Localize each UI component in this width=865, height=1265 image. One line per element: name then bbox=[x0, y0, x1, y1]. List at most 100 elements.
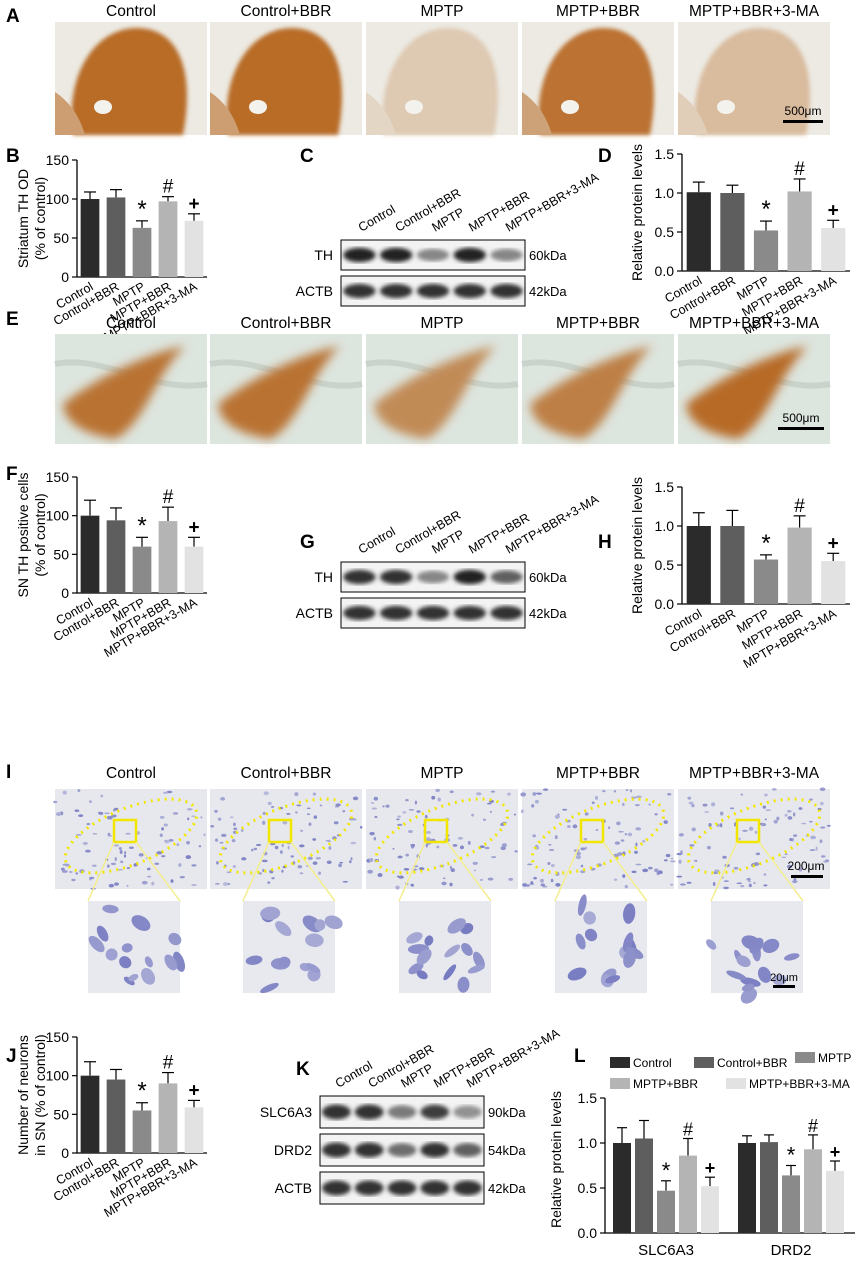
nissl-cell bbox=[261, 859, 268, 863]
panel-letter: D bbox=[598, 146, 612, 167]
nissl-cell bbox=[306, 813, 311, 815]
significance-mark: + bbox=[188, 517, 199, 538]
nissl-cell bbox=[753, 881, 756, 885]
nissl-cell bbox=[667, 793, 672, 796]
nissl-cell bbox=[472, 861, 479, 865]
molecular-weight: 42kDa bbox=[529, 284, 567, 299]
tissue-edge bbox=[678, 92, 708, 135]
nissl-cell bbox=[719, 823, 723, 828]
panel-letter: B bbox=[6, 146, 20, 167]
nissl-cell bbox=[262, 820, 266, 825]
striatum-image bbox=[210, 22, 362, 136]
nissl-cell bbox=[371, 807, 377, 810]
legend-swatch bbox=[795, 1052, 815, 1063]
nissl-cell bbox=[350, 857, 353, 861]
bar bbox=[106, 1079, 126, 1153]
nissl-cell bbox=[631, 870, 637, 873]
nissl-cell bbox=[374, 815, 378, 819]
nissl-cell bbox=[635, 863, 642, 866]
column-header: Control+BBR bbox=[241, 315, 332, 332]
bar bbox=[787, 527, 812, 604]
nissl-cell bbox=[312, 838, 317, 841]
y-tick-label: 50 bbox=[53, 1106, 69, 1122]
y-axis-label-line: Relative protein levels bbox=[629, 477, 645, 614]
nissl-cell bbox=[680, 850, 683, 855]
nissl-cell bbox=[562, 808, 568, 811]
nissl-cell bbox=[792, 880, 798, 884]
bar bbox=[826, 1170, 844, 1233]
nissl-cell bbox=[548, 843, 552, 846]
nissl-cell bbox=[367, 869, 374, 874]
nissl-cell bbox=[232, 865, 236, 868]
nissl-cell bbox=[170, 879, 174, 883]
nissl-cell bbox=[723, 886, 729, 890]
nissl-cell bbox=[801, 822, 807, 825]
nissl-cell bbox=[215, 882, 220, 885]
nissl-cell bbox=[663, 859, 668, 862]
nissl-cell bbox=[119, 850, 123, 854]
zoom-connector bbox=[602, 841, 648, 902]
nissl-cell bbox=[754, 830, 758, 834]
nissl-cell bbox=[418, 867, 425, 871]
sn-image bbox=[209, 334, 363, 444]
nissl-cell bbox=[138, 853, 144, 857]
nissl-cell bbox=[299, 872, 304, 875]
nissl-cell bbox=[200, 816, 203, 819]
nissl-cell bbox=[114, 857, 117, 862]
nissl-cell bbox=[78, 814, 84, 818]
y-axis-label: Relative protein levels bbox=[548, 1091, 564, 1228]
substantia-nigra bbox=[63, 346, 185, 439]
nissl-cell bbox=[424, 814, 428, 819]
nissl-cell bbox=[642, 868, 649, 873]
nissl-cell bbox=[349, 860, 352, 864]
zoom-neuron bbox=[772, 974, 787, 986]
nissl-cell bbox=[473, 869, 477, 872]
significance-mark: + bbox=[188, 1080, 199, 1101]
nissl-cell bbox=[98, 811, 104, 815]
blot-row-label: ACTB bbox=[296, 283, 333, 299]
nissl-cell bbox=[161, 827, 164, 831]
significance-mark: * bbox=[761, 530, 770, 557]
nissl-cell bbox=[395, 885, 400, 890]
nissl-cell bbox=[449, 865, 452, 870]
nissl-cell bbox=[156, 851, 163, 855]
bar bbox=[158, 1083, 178, 1153]
nissl-cell bbox=[350, 841, 357, 845]
nissl-cell bbox=[742, 829, 748, 832]
y-axis-label-line: in SN (% of control) bbox=[32, 1034, 48, 1155]
roi-box bbox=[267, 818, 293, 844]
nissl-cell bbox=[567, 825, 571, 828]
nissl-cell bbox=[486, 802, 492, 805]
nissl-cell bbox=[253, 847, 258, 851]
nissl-cell bbox=[550, 864, 555, 868]
zoom-image bbox=[243, 901, 335, 993]
nissl-cell bbox=[642, 839, 645, 843]
nissl-cell bbox=[198, 845, 202, 848]
nissl-cell bbox=[738, 837, 741, 841]
nissl-cell bbox=[154, 862, 160, 865]
nissl-image bbox=[366, 788, 518, 993]
column-header: MPTP bbox=[420, 3, 463, 20]
nissl-cell bbox=[595, 828, 599, 832]
zoom-neuron bbox=[622, 932, 634, 952]
bar bbox=[80, 515, 100, 593]
nissl-cell bbox=[117, 868, 123, 871]
nissl-cell bbox=[325, 839, 329, 842]
protein-band bbox=[387, 1180, 417, 1196]
nissl-cell bbox=[219, 841, 224, 844]
significance-mark: # bbox=[163, 487, 174, 508]
nissl-cell bbox=[92, 832, 98, 835]
legend-label: MPTP bbox=[818, 1051, 851, 1065]
y-axis-label-line: SN TH positive cells bbox=[15, 472, 31, 597]
protein-band bbox=[387, 1143, 417, 1157]
nissl-cell bbox=[436, 845, 440, 849]
nissl-cell bbox=[176, 843, 180, 847]
protein-band bbox=[343, 247, 376, 263]
nissl-cell bbox=[513, 813, 517, 816]
nissl-cell bbox=[312, 792, 317, 796]
zoom-neuron bbox=[424, 935, 434, 946]
nissl-cell bbox=[786, 809, 792, 813]
nissl-cell bbox=[123, 854, 127, 858]
nissl-cell bbox=[53, 800, 58, 804]
